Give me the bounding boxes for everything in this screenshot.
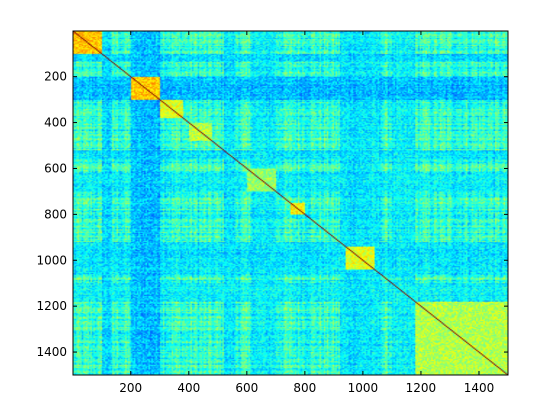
x-tick-label: 600 (235, 381, 258, 395)
y-tick-label: 600 (44, 161, 67, 175)
x-tick-label: 1400 (464, 381, 495, 395)
y-tick-label: 200 (44, 70, 67, 84)
y-tick-label: 1200 (36, 299, 67, 313)
x-tick-label: 800 (293, 381, 316, 395)
axes-box (72, 30, 509, 376)
x-tick-label: 200 (119, 381, 142, 395)
x-tick-label: 1200 (406, 381, 437, 395)
y-tick-label: 800 (44, 207, 67, 221)
y-tick-label: 400 (44, 116, 67, 130)
x-tick-label: 400 (177, 381, 200, 395)
x-axis: 200 400 600 800 1000 1200 1400 (119, 31, 494, 395)
heatmap-image (73, 31, 508, 375)
y-tick-label: 1000 (36, 253, 67, 267)
y-tick-label: 1400 (36, 345, 67, 359)
y-axis: 200 400 600 800 1000 1200 1400 (36, 70, 508, 359)
x-tick-label: 1000 (348, 381, 379, 395)
